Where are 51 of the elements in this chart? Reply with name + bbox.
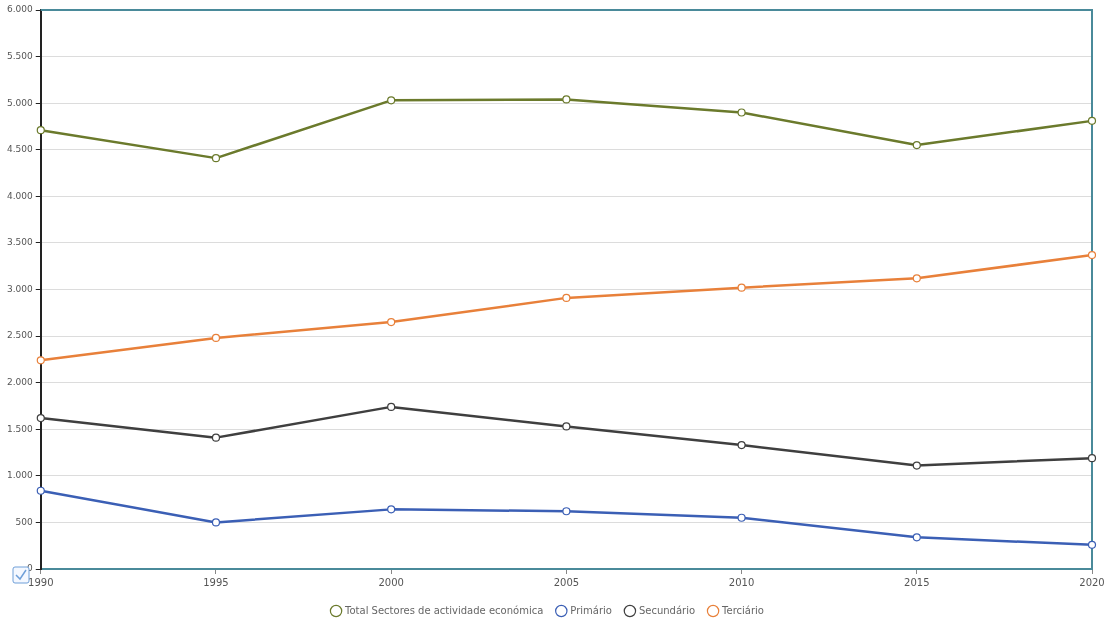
x-tick-label: 2000 [378,576,404,588]
point [912,274,921,283]
x-tick-label: 2005 [553,576,580,588]
y-tick-label: 4.500 [7,144,34,155]
y-tick-label: 2.000 [7,377,34,388]
point [912,533,921,542]
point [1087,116,1097,125]
point [562,95,571,104]
point [1087,454,1097,463]
point [562,507,571,516]
y-tick-label: 5.500 [7,50,34,61]
x-tick-label: 2020 [1079,576,1105,588]
point [737,440,746,450]
point [912,461,921,470]
point [387,96,396,105]
legend-label: Primário [570,604,612,616]
point [1087,250,1097,260]
legend-label: Total Sectores de actividade económica [344,604,544,616]
y-tick-label: 3.000 [7,283,34,294]
point [387,505,396,514]
y-tick-label: 1.500 [7,423,34,434]
y-tick-label: 3.500 [7,237,34,248]
legend-label: Terciário [721,604,764,616]
point [387,402,396,411]
y-tick-label: 5.000 [7,97,34,108]
point [737,283,746,292]
point [912,140,921,150]
point [1087,540,1097,549]
x-tick-label: 1995 [203,576,229,588]
x-tick-label: 1990 [28,576,54,588]
y-tick-label: 500 [15,516,34,527]
x-tick-label: 2015 [904,576,930,588]
point [211,333,221,343]
point [36,413,45,423]
point [211,433,221,442]
point [211,154,221,163]
point [36,126,45,135]
legend-label: Secundário [638,604,696,616]
point [737,513,746,522]
point [737,108,746,117]
x-tick-label: 2010 [728,576,755,588]
point [562,293,571,302]
y-tick-label: 2.500 [7,330,34,341]
point [562,422,571,431]
point [211,518,221,527]
y-tick-label: 1.000 [7,470,34,481]
point [36,486,45,495]
y-tick-label: 4.000 [7,190,34,201]
y-tick-label: 6.000 [7,4,34,15]
point [387,318,396,327]
point [36,356,45,365]
